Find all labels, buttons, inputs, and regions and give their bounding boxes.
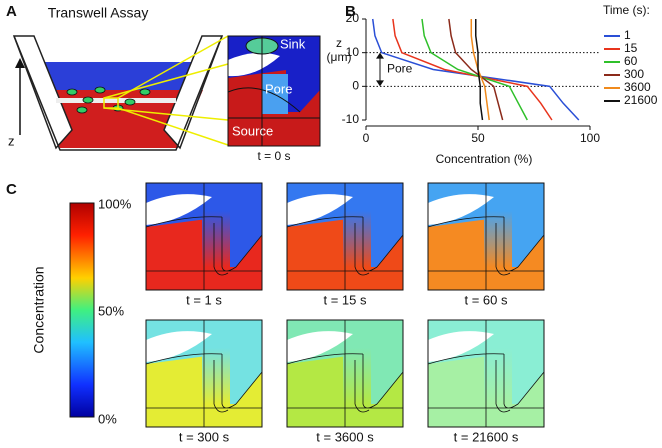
legend-label: 15	[624, 41, 638, 55]
series-line	[421, 18, 528, 121]
arrow-head	[376, 52, 384, 59]
cell	[146, 331, 212, 362]
panel-label: A	[6, 3, 17, 20]
legend-label: 1	[624, 28, 631, 42]
colorbar-label: Concentration	[31, 266, 47, 353]
simulation-tile	[286, 182, 404, 291]
inset-label: Sink	[280, 36, 306, 51]
arrow-head	[376, 80, 384, 87]
outline	[427, 183, 545, 290]
colorbar	[69, 202, 95, 418]
colorbar-tick: 0%	[98, 411, 117, 426]
outline	[145, 320, 263, 427]
tile-border	[427, 319, 545, 428]
tile-caption: t = 300 s	[179, 429, 230, 444]
y-axis-label: z	[336, 36, 342, 50]
cell	[428, 331, 494, 362]
pore-region	[202, 348, 230, 404]
outline	[427, 320, 545, 427]
simulation-tile	[145, 182, 263, 291]
y-tick-label: -10	[342, 112, 360, 126]
series-line	[448, 18, 504, 121]
y-tick-label: 0	[352, 79, 359, 93]
x-tick-label: 50	[471, 131, 485, 145]
y-tick-label: 10	[346, 45, 360, 59]
x-tick-label: 0	[363, 131, 370, 145]
inset-label: Source	[232, 123, 273, 138]
tile-border	[286, 319, 404, 428]
colorbar-tick: 100%	[98, 196, 132, 211]
tile-border	[145, 182, 263, 291]
outline	[286, 183, 404, 290]
inset-label: Pore	[265, 81, 292, 96]
series-line	[475, 19, 484, 121]
x-tick-label: 100	[580, 131, 600, 145]
series-line	[371, 18, 580, 121]
simulation-tile	[427, 182, 545, 291]
axis-label: z	[8, 133, 15, 148]
pore-region	[343, 211, 371, 267]
cell	[428, 194, 494, 225]
series-line	[392, 18, 553, 121]
tile-caption: t = 60 s	[465, 292, 508, 307]
colorbar-tick: 50%	[98, 303, 124, 318]
z-arrow	[15, 58, 25, 135]
pore-region	[484, 348, 512, 404]
legend-label: 60	[624, 54, 638, 68]
panel-label: C	[6, 181, 17, 198]
outline	[145, 183, 263, 290]
legend-label: 21600	[624, 93, 658, 107]
panel-label: B	[345, 3, 356, 20]
legend-label: 3600	[624, 80, 651, 94]
tile-caption: t = 1 s	[186, 292, 222, 307]
pore-region	[484, 211, 512, 267]
legend-label: 300	[624, 67, 644, 81]
inset	[227, 35, 321, 147]
outline	[286, 320, 404, 427]
cell	[287, 331, 353, 362]
legend-title: Time (s):	[603, 3, 650, 17]
tile-border	[427, 182, 545, 291]
tile-caption: t = 3600 s	[316, 429, 374, 444]
tile-caption: t = 21600 s	[454, 429, 519, 444]
beaker	[12, 35, 229, 151]
pore-region	[202, 211, 230, 267]
simulation-tile	[286, 319, 404, 428]
simulation-tile	[427, 319, 545, 428]
tile-border	[145, 319, 263, 428]
annotation: Pore	[387, 62, 413, 76]
simulation-tile	[145, 319, 263, 428]
pore-region	[343, 348, 371, 404]
tile-caption: t = 15 s	[324, 292, 367, 307]
y-axis-label: (μm)	[327, 50, 352, 64]
y-tick-label: 20	[346, 11, 360, 25]
inset-caption: t = 0 s	[257, 149, 290, 163]
panel-title: Transwell Assay	[48, 5, 149, 21]
cell	[287, 194, 353, 225]
x-axis-label: Concentration (%)	[436, 152, 533, 166]
tile-border	[286, 182, 404, 291]
cell	[146, 194, 212, 225]
